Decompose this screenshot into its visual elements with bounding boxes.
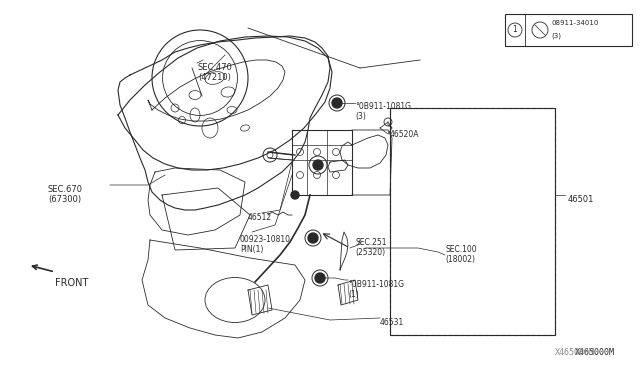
Text: SEC.470
(47210): SEC.470 (47210) bbox=[198, 63, 233, 83]
Text: X465000M: X465000M bbox=[575, 348, 615, 357]
Text: X465000M: X465000M bbox=[555, 348, 595, 357]
Bar bbox=[390, 108, 555, 335]
Circle shape bbox=[313, 160, 323, 170]
Text: FRONT: FRONT bbox=[55, 278, 88, 288]
Circle shape bbox=[332, 98, 342, 108]
Text: 46501: 46501 bbox=[568, 195, 595, 204]
Text: SEC.100
(18002): SEC.100 (18002) bbox=[445, 245, 477, 264]
Text: 46512: 46512 bbox=[248, 213, 272, 222]
Text: 08911-34010: 08911-34010 bbox=[551, 20, 598, 26]
Text: 46531: 46531 bbox=[380, 318, 404, 327]
Text: 00923-10810
PIN(1): 00923-10810 PIN(1) bbox=[240, 235, 291, 254]
Text: °0B911-1081G
(3): °0B911-1081G (3) bbox=[355, 102, 411, 121]
Text: 46520A: 46520A bbox=[390, 130, 419, 139]
Circle shape bbox=[291, 191, 299, 199]
Text: SEC.670
(67300): SEC.670 (67300) bbox=[48, 185, 83, 204]
Circle shape bbox=[308, 233, 318, 243]
Text: °0B911-1081G
(1): °0B911-1081G (1) bbox=[348, 280, 404, 299]
Bar bbox=[505, 14, 632, 46]
Text: 1: 1 bbox=[513, 26, 517, 35]
Circle shape bbox=[315, 273, 325, 283]
Text: SEC.251
(25320): SEC.251 (25320) bbox=[355, 238, 387, 257]
Bar bbox=[390, 108, 555, 335]
Text: (3): (3) bbox=[551, 33, 561, 39]
